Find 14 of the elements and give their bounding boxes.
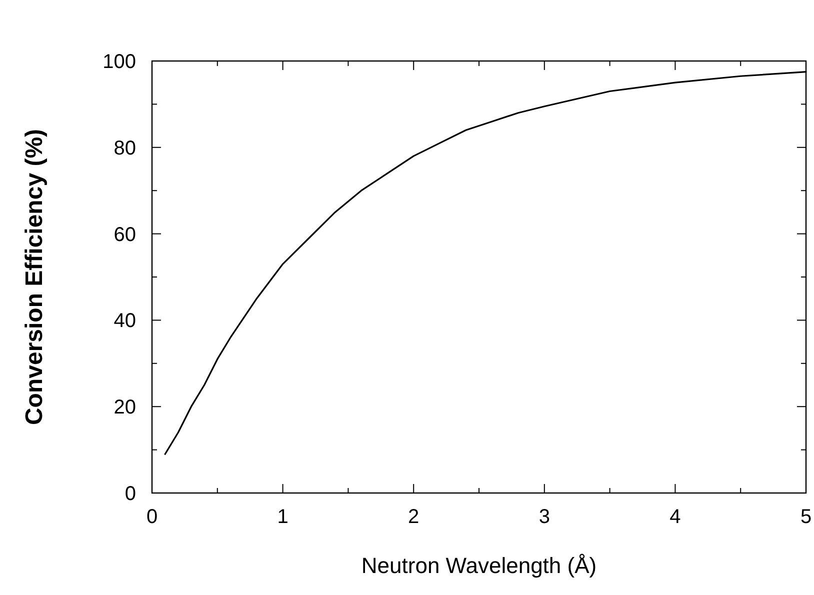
y-tick-label: 40 xyxy=(114,310,136,332)
x-axis-title: Neutron Wavelength (Å) xyxy=(361,553,597,578)
x-tick-label: 5 xyxy=(800,506,812,528)
x-tick-label: 0 xyxy=(146,506,158,528)
x-tick-label: 1 xyxy=(277,506,288,528)
y-tick-label: 60 xyxy=(114,224,136,246)
x-tick-label: 3 xyxy=(538,506,550,528)
x-tick-label: 4 xyxy=(670,506,681,528)
y-tick-label: 20 xyxy=(114,396,136,419)
y-tick-label: 80 xyxy=(114,137,136,160)
x-tick-label: 2 xyxy=(408,506,420,528)
y-axis-title: Conversion Efficiency (%) xyxy=(21,128,48,426)
y-tick-label: 0 xyxy=(124,483,136,505)
y-tick-label: 100 xyxy=(102,51,136,73)
